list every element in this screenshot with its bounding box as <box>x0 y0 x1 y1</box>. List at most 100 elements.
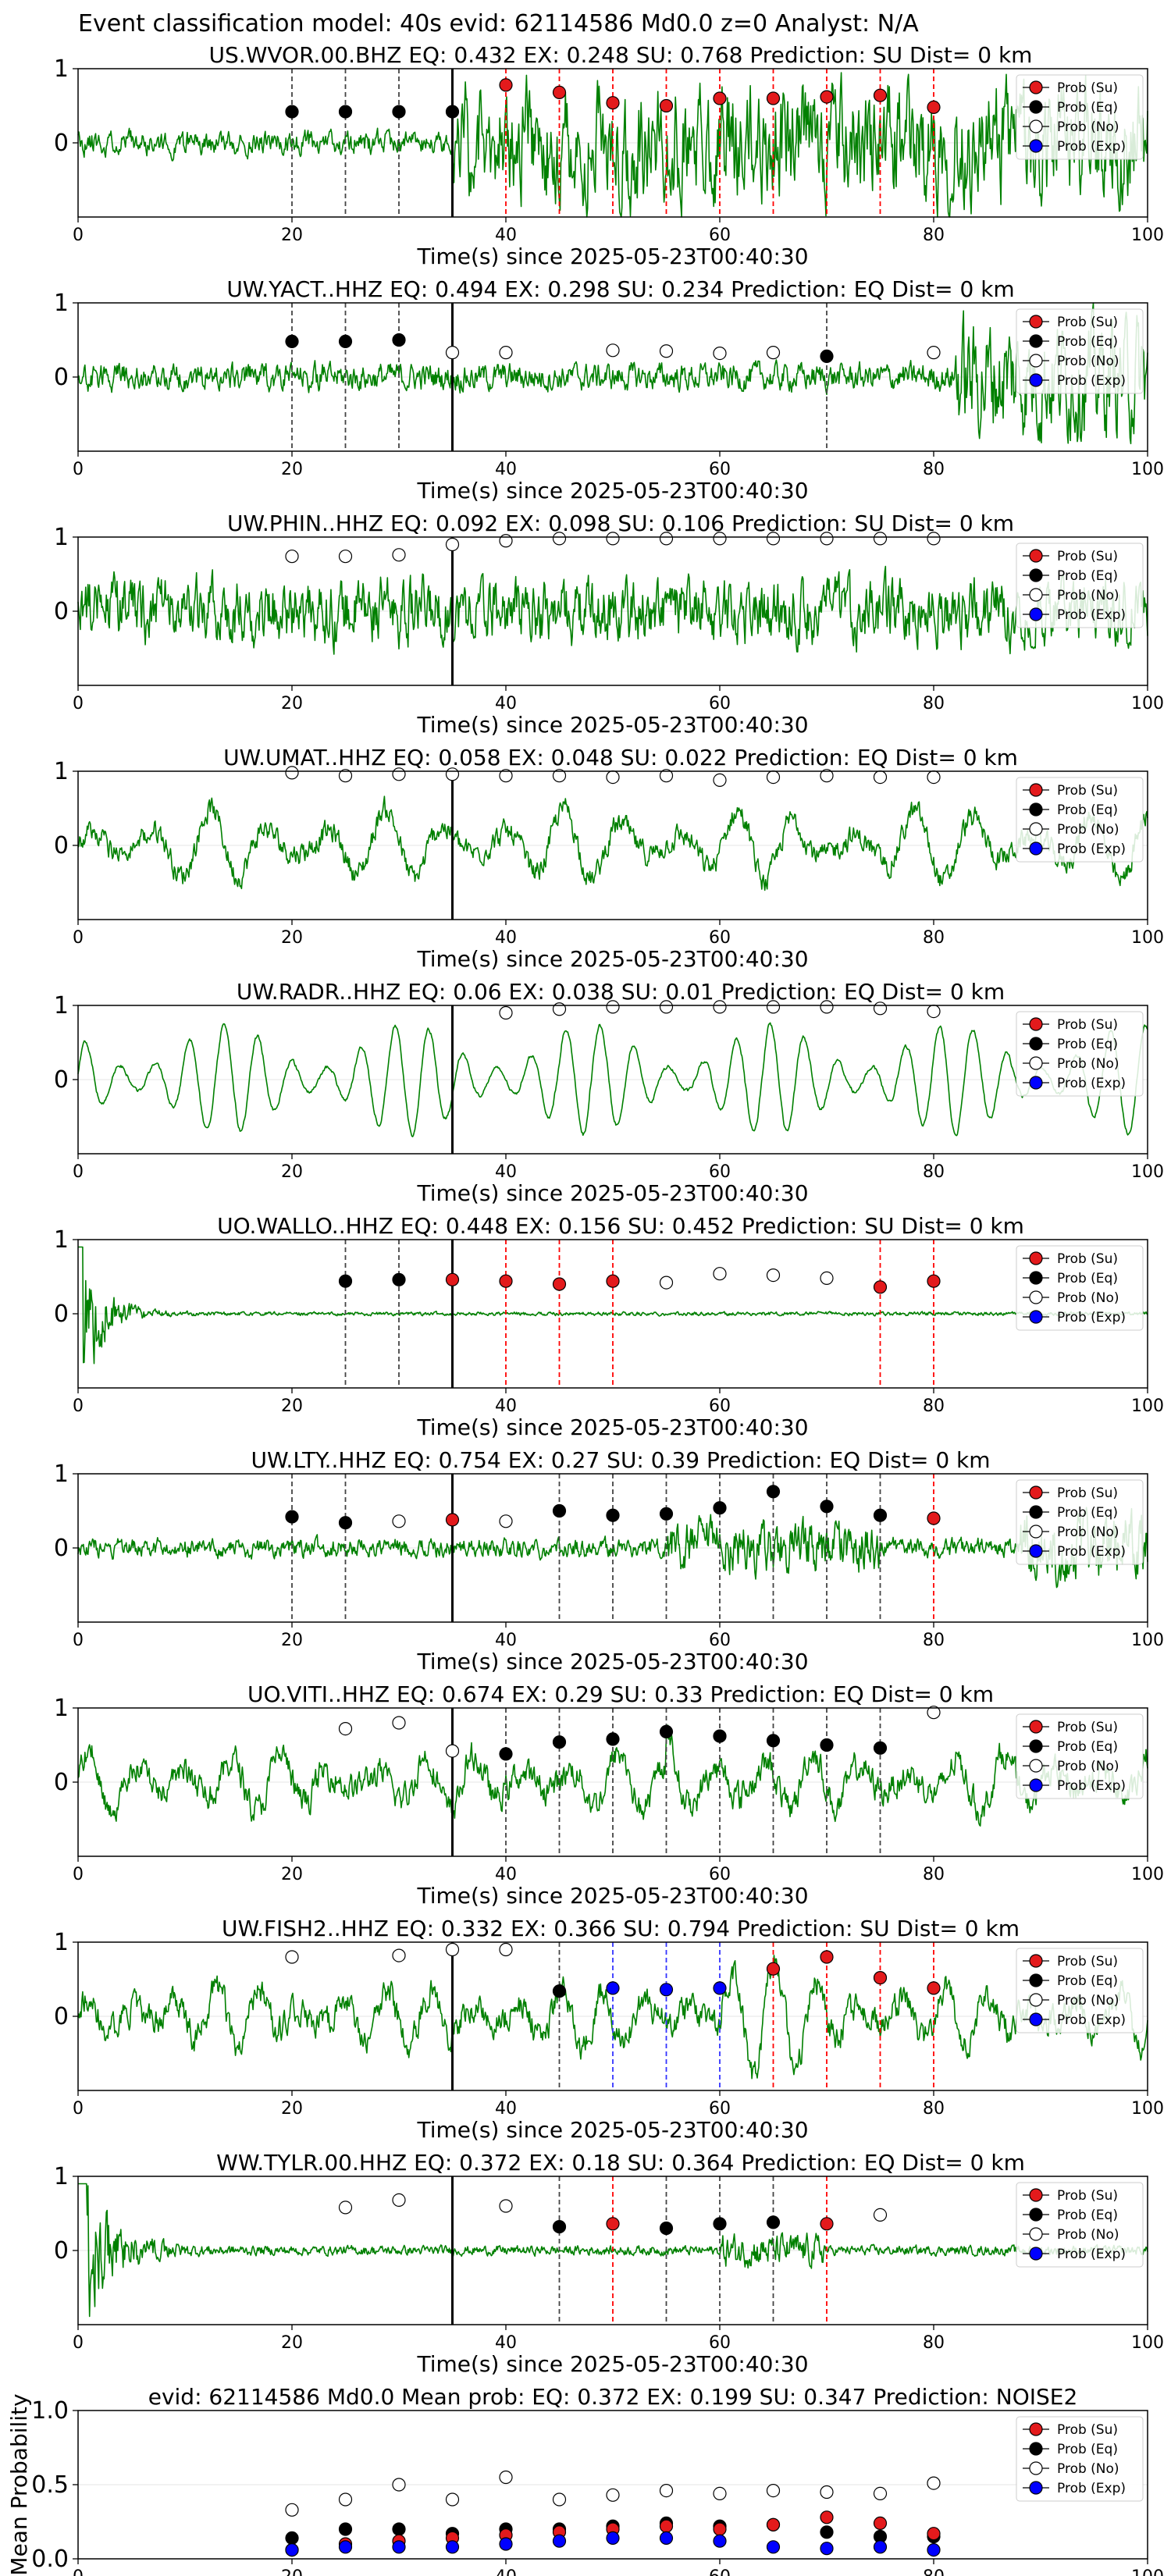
x-tick-label: 60 <box>709 2567 731 2576</box>
mean-prob-marker-exp <box>285 2543 299 2557</box>
mean-prob-marker-no <box>552 2492 567 2507</box>
prob-marker-no <box>766 770 781 785</box>
y-tick-label: 1 <box>54 758 69 785</box>
legend-marker-su <box>1029 2422 1043 2436</box>
x-tick-label: 20 <box>281 2099 303 2119</box>
x-tick-label: 40 <box>495 226 517 245</box>
x-tick-label: 20 <box>281 694 303 713</box>
legend-box <box>1016 543 1144 628</box>
legend-box <box>1016 1245 1144 1331</box>
prob-marker-no <box>392 2193 406 2207</box>
mean-prob-marker-exp <box>445 2540 460 2554</box>
legend: Prob (Su) Prob (Eq) Prob (No) Prob (Exp) <box>1016 1479 1144 1565</box>
prob-marker-no <box>606 770 620 785</box>
mean-prob-marker-eq <box>285 2531 299 2545</box>
legend: Prob (Su) Prob (Eq) Prob (No) Prob (Exp) <box>1016 543 1144 628</box>
prob-marker-no <box>392 1716 406 1730</box>
panel-title: evid: 62114586 Md0.0 Mean prob: EQ: 0.37… <box>148 2384 1078 2410</box>
x-tick-label: 0 <box>73 2099 84 2119</box>
x-tick-label: 80 <box>923 694 945 713</box>
prob-marker-no <box>766 1000 781 1014</box>
legend-label: Prob (No) <box>1057 1759 1119 1774</box>
legend-marker-no <box>1029 119 1043 133</box>
legend-label: Prob (Su) <box>1057 2422 1118 2438</box>
prob-marker-su <box>927 100 941 114</box>
mean-prob-marker-su <box>659 2519 674 2533</box>
x-axis-label: Time(s) since 2025-05-23T00:40:30 <box>416 712 808 738</box>
prob-marker-su <box>820 90 834 104</box>
legend-label: Prob (Su) <box>1057 1017 1118 1033</box>
prob-marker-no <box>445 1942 460 1957</box>
legend-marker-su <box>1029 1251 1043 1265</box>
mean-prob-marker-exp <box>820 2542 834 2556</box>
legend-marker-no <box>1029 1290 1043 1304</box>
prob-marker-eq <box>766 1485 781 1499</box>
legend-label: Prob (Eq) <box>1057 334 1118 350</box>
mean-prob-marker-exp <box>766 2540 781 2554</box>
prob-marker-no <box>820 1271 834 1286</box>
legend-label: Prob (Exp) <box>1057 1076 1126 1091</box>
mean-prob-marker-eq <box>820 2525 834 2539</box>
legend-marker-no <box>1029 1993 1043 2007</box>
x-tick-label: 80 <box>923 1397 945 1416</box>
prob-marker-eq <box>820 1738 834 1752</box>
legend-marker-eq <box>1029 1973 1043 1987</box>
waveform-trace <box>77 1724 1148 1827</box>
prob-marker-su <box>606 96 620 110</box>
mean-prob-marker-exp <box>392 2540 406 2554</box>
prob-marker-su <box>820 2217 834 2231</box>
legend: Prob (Su) Prob (Eq) Prob (No) Prob (Exp) <box>1016 2416 1144 2502</box>
legend-marker-eq <box>1029 334 1043 348</box>
prob-marker-eq <box>338 1516 353 1530</box>
x-tick-label: 100 <box>1131 226 1164 245</box>
legend-marker-no <box>1029 354 1043 368</box>
legend-marker-eq <box>1029 1505 1043 1519</box>
x-tick-label: 40 <box>495 2567 517 2576</box>
prob-marker-eq <box>606 1732 620 1746</box>
mean-prob-marker-su <box>820 2510 834 2524</box>
legend-label: Prob (Su) <box>1057 783 1118 799</box>
prob-marker-no <box>873 532 888 546</box>
prob-marker-eq <box>392 333 406 347</box>
prob-marker-eq <box>766 1734 781 1748</box>
prob-marker-su <box>499 78 513 92</box>
mean-prob-marker-exp <box>713 2534 727 2548</box>
x-tick-label: 0 <box>73 694 84 713</box>
y-tick-label: 0 <box>54 1066 69 1094</box>
prob-marker-no <box>499 346 513 360</box>
waveform-trace <box>77 795 1148 891</box>
legend-box <box>1016 2182 1144 2268</box>
prob-marker-eq <box>552 1735 567 1749</box>
y-tick-label: 1 <box>54 1461 69 1488</box>
x-tick-label: 40 <box>495 1865 517 1884</box>
legend-marker-no <box>1029 2227 1043 2241</box>
legend-marker-exp <box>1029 139 1043 153</box>
y-tick-label: 0 <box>54 598 69 625</box>
legend-label: Prob (Su) <box>1057 2188 1118 2204</box>
prob-marker-su <box>873 88 888 102</box>
prob-marker-eq <box>820 1500 834 1514</box>
mean-prob-marker-no <box>659 2484 674 2498</box>
prob-marker-eq <box>873 1741 888 1755</box>
legend-label: Prob (Su) <box>1057 1251 1118 1267</box>
legend-label: Prob (Su) <box>1057 1954 1118 1969</box>
waveform-trace <box>77 565 1148 655</box>
x-tick-label: 60 <box>709 928 731 948</box>
x-tick-label: 60 <box>709 1162 731 1182</box>
y-tick-label: 1 <box>54 55 69 83</box>
y-tick-label: 1 <box>54 1226 69 1254</box>
prob-marker-no <box>499 1514 513 1528</box>
legend-label: Prob (Eq) <box>1057 1505 1118 1521</box>
x-tick-label: 20 <box>281 1162 303 1182</box>
prob-marker-no <box>766 346 781 360</box>
legend: Prob (Su) Prob (Eq) Prob (No) Prob (Exp) <box>1016 308 1144 394</box>
x-tick-label: 0 <box>73 1162 84 1182</box>
prob-marker-su <box>873 1971 888 1985</box>
x-tick-label: 40 <box>495 460 517 479</box>
legend-label: Prob (Exp) <box>1057 2481 1126 2496</box>
prob-marker-su <box>873 1280 888 1294</box>
x-tick-label: 0 <box>73 1631 84 1650</box>
prob-marker-su <box>927 1981 941 1995</box>
y-tick-label: 1 <box>54 524 69 551</box>
x-tick-label: 60 <box>709 1397 731 1416</box>
